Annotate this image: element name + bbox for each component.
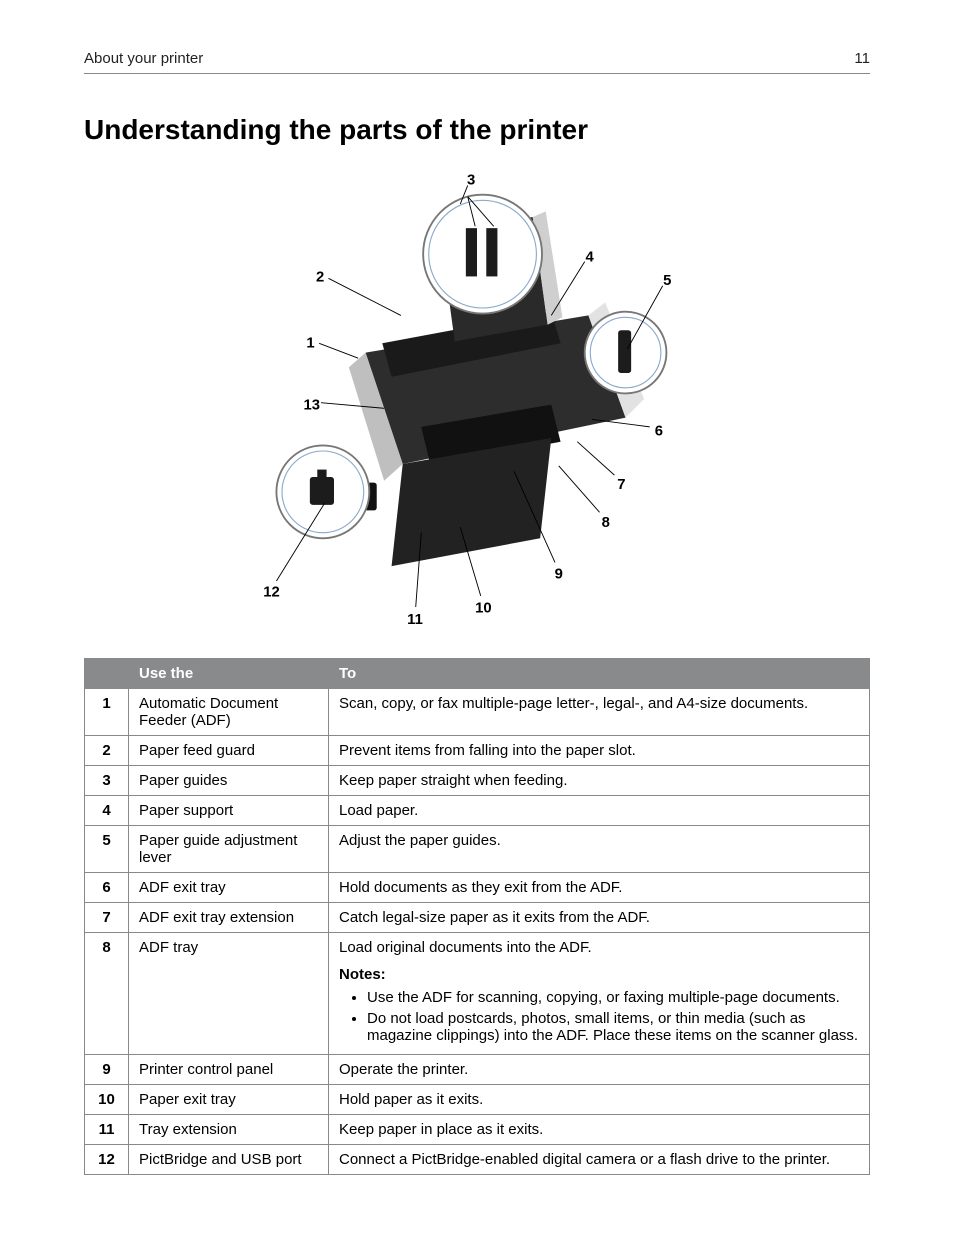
table-row: 11Tray extensionKeep paper in place as i… xyxy=(85,1115,870,1145)
row-to: Adjust the paper guides. xyxy=(329,826,870,873)
row-number: 4 xyxy=(85,796,129,826)
row-use: Paper guides xyxy=(129,766,329,796)
row-to: Scan, copy, or fax multiple-page letter-… xyxy=(329,689,870,736)
svg-text:11: 11 xyxy=(407,612,423,628)
header-section: About your printer xyxy=(84,50,203,67)
notes-list: Use the ADF for scanning, copying, or fa… xyxy=(339,989,859,1044)
row-use: Paper exit tray xyxy=(129,1085,329,1115)
table-row: 8ADF trayLoad original documents into th… xyxy=(85,933,870,1055)
row-number: 12 xyxy=(85,1145,129,1175)
svg-text:10: 10 xyxy=(475,600,492,616)
row-number: 1 xyxy=(85,689,129,736)
row-use: Paper feed guard xyxy=(129,736,329,766)
row-to: Load original documents into the ADF.Not… xyxy=(329,933,870,1055)
row-number: 8 xyxy=(85,933,129,1055)
svg-text:2: 2 xyxy=(316,270,324,286)
page-title: Understanding the parts of the printer xyxy=(84,114,870,146)
row-use: Automatic Document Feeder (ADF) xyxy=(129,689,329,736)
svg-text:6: 6 xyxy=(655,424,663,440)
row-number: 6 xyxy=(85,873,129,903)
table-row: 9Printer control panelOperate the printe… xyxy=(85,1055,870,1085)
table-row: 12PictBridge and USB portConnect a PictB… xyxy=(85,1145,870,1175)
svg-text:8: 8 xyxy=(602,515,610,531)
row-to: Catch legal-size paper as it exits from … xyxy=(329,903,870,933)
row-use: ADF tray xyxy=(129,933,329,1055)
row-use: Paper support xyxy=(129,796,329,826)
col-header-num xyxy=(85,659,129,689)
parts-table: Use the To 1Automatic Document Feeder (A… xyxy=(84,658,870,1175)
svg-text:3: 3 xyxy=(467,172,475,188)
row-to: Keep paper straight when feeding. xyxy=(329,766,870,796)
notes-item: Use the ADF for scanning, copying, or fa… xyxy=(367,989,859,1006)
svg-text:13: 13 xyxy=(303,398,320,414)
row-use: Printer control panel xyxy=(129,1055,329,1085)
svg-text:7: 7 xyxy=(617,477,625,493)
row-number: 9 xyxy=(85,1055,129,1085)
table-row: 5Paper guide adjustment leverAdjust the … xyxy=(85,826,870,873)
row-number: 3 xyxy=(85,766,129,796)
col-header-to: To xyxy=(329,659,870,689)
row-to: Prevent items from falling into the pape… xyxy=(329,736,870,766)
table-row: 1Automatic Document Feeder (ADF)Scan, co… xyxy=(85,689,870,736)
row-number: 11 xyxy=(85,1115,129,1145)
table-row: 6ADF exit trayHold documents as they exi… xyxy=(85,873,870,903)
notes-label: Notes: xyxy=(339,966,859,983)
row-use: Paper guide adjustment lever xyxy=(129,826,329,873)
row-use: ADF exit tray xyxy=(129,873,329,903)
row-to: Hold documents as they exit from the ADF… xyxy=(329,873,870,903)
row-to: Load paper. xyxy=(329,796,870,826)
row-number: 5 xyxy=(85,826,129,873)
row-to: Operate the printer. xyxy=(329,1055,870,1085)
svg-text:4: 4 xyxy=(585,249,594,265)
row-number: 7 xyxy=(85,903,129,933)
row-number: 10 xyxy=(85,1085,129,1115)
table-row: 3Paper guidesKeep paper straight when fe… xyxy=(85,766,870,796)
table-row: 7ADF exit tray extensionCatch legal-size… xyxy=(85,903,870,933)
svg-text:1: 1 xyxy=(306,336,314,352)
col-header-use: Use the xyxy=(129,659,329,689)
row-to: Keep paper in place as it exits. xyxy=(329,1115,870,1145)
svg-text:9: 9 xyxy=(555,567,563,583)
row-use: Tray extension xyxy=(129,1115,329,1145)
printer-diagram: 12345678910111213 xyxy=(217,164,737,634)
running-header: About your printer 11 xyxy=(84,50,870,74)
row-number: 2 xyxy=(85,736,129,766)
row-use: PictBridge and USB port xyxy=(129,1145,329,1175)
table-row: 4Paper supportLoad paper. xyxy=(85,796,870,826)
table-row: 2Paper feed guardPrevent items from fall… xyxy=(85,736,870,766)
header-page: 11 xyxy=(854,50,870,67)
svg-text:12: 12 xyxy=(263,585,280,601)
table-row: 10Paper exit trayHold paper as it exits. xyxy=(85,1085,870,1115)
svg-text:5: 5 xyxy=(663,273,671,289)
row-to: Hold paper as it exits. xyxy=(329,1085,870,1115)
row-to: Connect a PictBridge-enabled digital cam… xyxy=(329,1145,870,1175)
row-use: ADF exit tray extension xyxy=(129,903,329,933)
notes-item: Do not load postcards, photos, small ite… xyxy=(367,1010,859,1044)
